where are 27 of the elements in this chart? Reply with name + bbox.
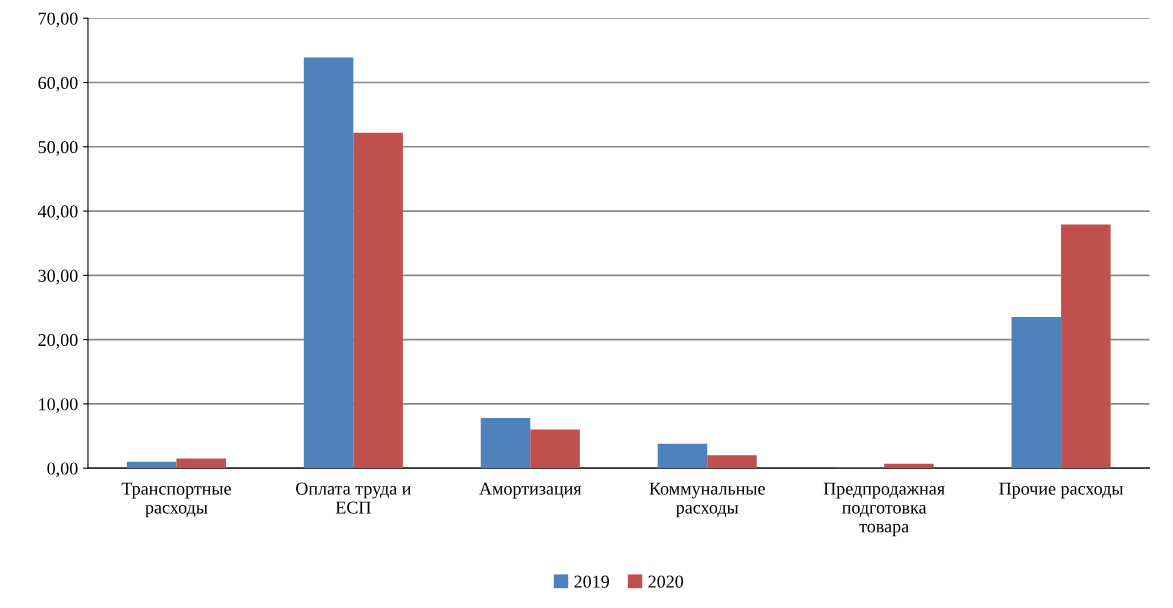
x-tick-label: Оплата труда и ЕСП bbox=[296, 482, 411, 514]
legend-label: 2019 bbox=[574, 575, 609, 588]
y-tick-label: 10,00 bbox=[39, 398, 78, 413]
bar bbox=[176, 458, 226, 469]
x-tick-label: Прочие расходы bbox=[999, 482, 1124, 499]
y-tick-label: 0,00 bbox=[47, 462, 78, 478]
bar bbox=[707, 455, 757, 469]
bar bbox=[480, 418, 531, 469]
bar bbox=[303, 57, 354, 469]
y-tick-label: 60,00 bbox=[38, 76, 78, 92]
bar bbox=[884, 463, 934, 469]
y-tick-label: 70,00 bbox=[38, 12, 78, 28]
x-tick-label: Амортизация bbox=[479, 482, 582, 499]
y-tick-label: 20,00 bbox=[38, 333, 78, 349]
bar bbox=[1061, 224, 1111, 469]
bar bbox=[126, 461, 177, 469]
bar bbox=[1011, 317, 1062, 469]
x-tick-label: Предпродажная подготовка товара bbox=[823, 482, 945, 537]
bar bbox=[657, 443, 708, 469]
y-tick-label: 30,00 bbox=[38, 269, 78, 285]
y-tick-label: 40,00 bbox=[37, 205, 78, 221]
y-tick-label: 50,00 bbox=[38, 141, 78, 156]
legend-label: 2020 bbox=[648, 575, 684, 588]
x-tick-label: Транспортные расходы bbox=[121, 482, 231, 518]
bar bbox=[530, 429, 580, 469]
bar bbox=[353, 132, 403, 469]
x-tick-label: Коммунальные расходы bbox=[649, 482, 765, 518]
